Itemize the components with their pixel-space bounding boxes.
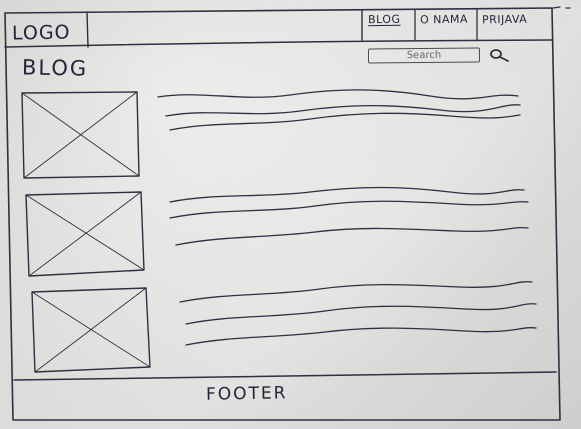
page-frame: [4, 7, 561, 421]
post-3-image-placeholder-icon: [31, 287, 151, 373]
post-1-image-placeholder-icon: [21, 91, 140, 179]
search-box[interactable]: [367, 47, 481, 64]
post-2-text-lines: [169, 186, 529, 246]
logo[interactable]: LOGO: [11, 21, 71, 45]
search-input[interactable]: [368, 48, 480, 63]
post-3-text-lines: [179, 281, 537, 346]
header-divider: [4, 39, 553, 48]
nav-o-nama[interactable]: O NAMA: [419, 12, 469, 27]
nav-prijava[interactable]: PRIJAVA: [481, 12, 528, 27]
footer-label: FOOTER: [205, 383, 288, 405]
logo-cell-border: [86, 11, 89, 48]
post-1-text-lines: [157, 89, 521, 131]
post-2-image-placeholder-icon: [25, 191, 145, 277]
nav-blog[interactable]: BLOG: [367, 12, 401, 27]
search-icon[interactable]: [488, 48, 510, 64]
corner-mark: [552, 6, 571, 9]
footer-divider: [13, 371, 557, 381]
page-title: BLOG: [21, 55, 89, 81]
